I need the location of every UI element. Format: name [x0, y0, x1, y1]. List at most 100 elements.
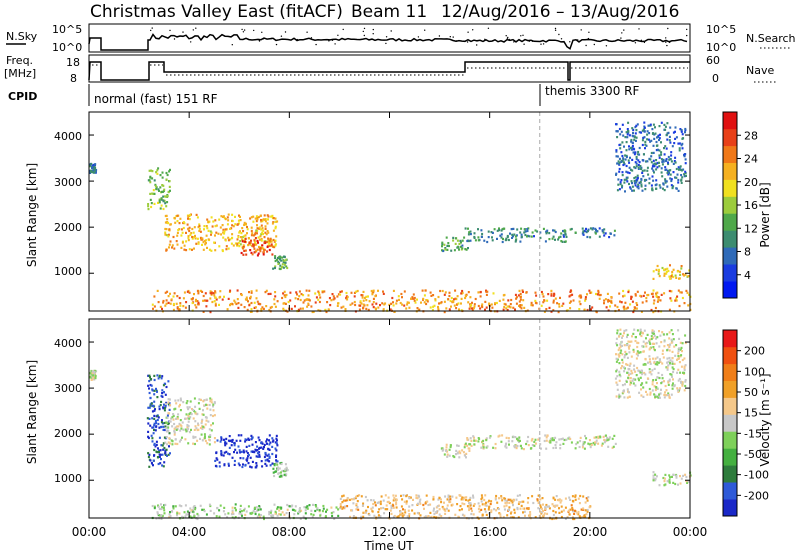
heatmap-cell [386, 500, 389, 504]
heatmap-cell [650, 184, 653, 187]
heatmap-cell [89, 375, 92, 379]
heatmap-cell [619, 343, 622, 346]
heatmap-cell [485, 306, 488, 309]
heatmap-cell [219, 504, 222, 507]
heatmap-cell [559, 501, 562, 504]
heatmap-cell [664, 159, 667, 162]
heatmap-cell [565, 438, 568, 441]
heatmap-cell [502, 516, 505, 519]
heatmap-cell [672, 378, 674, 381]
heatmap-cell [277, 472, 280, 475]
heatmap-cell [192, 297, 194, 300]
heatmap-cell [637, 166, 640, 169]
heatmap-cell [680, 144, 683, 147]
heatmap-cell [175, 240, 178, 243]
power-panel-frame [88, 111, 691, 312]
heatmap-cell [621, 334, 624, 337]
heatmap-cell [642, 345, 645, 348]
heatmap-cell [173, 216, 176, 220]
heatmap-cell [187, 236, 190, 239]
heatmap-cell [253, 247, 256, 250]
heatmap-cell [650, 292, 653, 296]
heatmap-cell [216, 458, 219, 461]
heatmap-cell [183, 248, 186, 251]
heatmap-cell [392, 304, 395, 307]
heatmap-cell [460, 245, 462, 248]
heatmap-cell [264, 451, 267, 455]
heatmap-cell [519, 439, 521, 442]
heatmap-cell [688, 293, 690, 296]
heatmap-cell [601, 442, 604, 445]
heatmap-cell [262, 253, 265, 256]
heatmap-cell [402, 508, 404, 511]
heatmap-cell [172, 235, 175, 239]
heatmap-cell [659, 133, 661, 136]
heatmap-cell [573, 517, 576, 521]
heatmap-cell [669, 264, 671, 267]
heatmap-cell [635, 181, 638, 184]
heatmap-cell [445, 236, 448, 239]
heatmap-cell [265, 240, 268, 244]
heatmap-cell [432, 305, 435, 308]
heatmap-cell [352, 502, 355, 505]
heatmap-cell [314, 504, 317, 507]
heatmap-cell [625, 363, 628, 366]
heatmap-cell [274, 510, 277, 513]
heatmap-cell [647, 124, 650, 127]
heatmap-cell [674, 161, 677, 164]
heatmap-cell [167, 301, 170, 304]
heatmap-cell [194, 506, 197, 509]
heatmap-cell [268, 513, 271, 516]
heatmap-cell [467, 447, 470, 450]
heatmap-cell [507, 238, 510, 242]
heatmap-cell [602, 231, 605, 234]
heatmap-cell [641, 301, 644, 304]
heatmap-cell [468, 449, 471, 452]
heatmap-cell [223, 506, 226, 509]
heatmap-cell [254, 511, 257, 514]
heatmap-cell [247, 455, 249, 458]
heatmap-cell [175, 417, 178, 420]
colorbar-swatch [723, 380, 737, 398]
heatmap-cell [664, 181, 667, 184]
heatmap-cell [384, 508, 387, 511]
heatmap-cell [247, 300, 249, 303]
heatmap-cell [149, 198, 152, 201]
heatmap-cell [501, 228, 504, 231]
heatmap-cell [216, 507, 219, 510]
heatmap-cell [90, 375, 93, 378]
heatmap-cell [201, 425, 204, 428]
heatmap-cell [220, 438, 223, 441]
heatmap-cell [680, 381, 683, 384]
heatmap-cell [407, 509, 410, 512]
heatmap-cell [510, 298, 513, 302]
colorbar-tick-label: 24 [744, 153, 758, 166]
heatmap-cell [637, 167, 640, 170]
heatmap-cell [471, 509, 473, 513]
heatmap-cell [505, 504, 508, 507]
panel-axis-ticks [88, 112, 691, 311]
heatmap-cell [542, 295, 545, 298]
heatmap-cell [515, 296, 518, 299]
heatmap-cell [656, 291, 659, 294]
heatmap-cell [637, 369, 640, 372]
heatmap-cell [371, 506, 374, 509]
heatmap-cell [210, 291, 213, 294]
heatmap-cell [431, 308, 434, 312]
heatmap-cell [161, 307, 163, 310]
heatmap-cell [213, 294, 216, 297]
heatmap-cell [375, 302, 378, 305]
heatmap-cell [524, 233, 527, 237]
heatmap-cell [263, 214, 266, 217]
heatmap-cell [649, 393, 652, 396]
power-ytick-2000: 2000 [54, 221, 82, 234]
heatmap-cell [624, 158, 627, 161]
heatmap-cell [203, 225, 206, 228]
heatmap-cell [312, 310, 315, 313]
heatmap-cell [686, 481, 689, 484]
heatmap-cell [660, 382, 663, 385]
heatmap-cell [656, 166, 659, 169]
heatmap-cell [210, 216, 213, 219]
heatmap-cell [552, 294, 555, 297]
heatmap-cell [530, 235, 533, 238]
